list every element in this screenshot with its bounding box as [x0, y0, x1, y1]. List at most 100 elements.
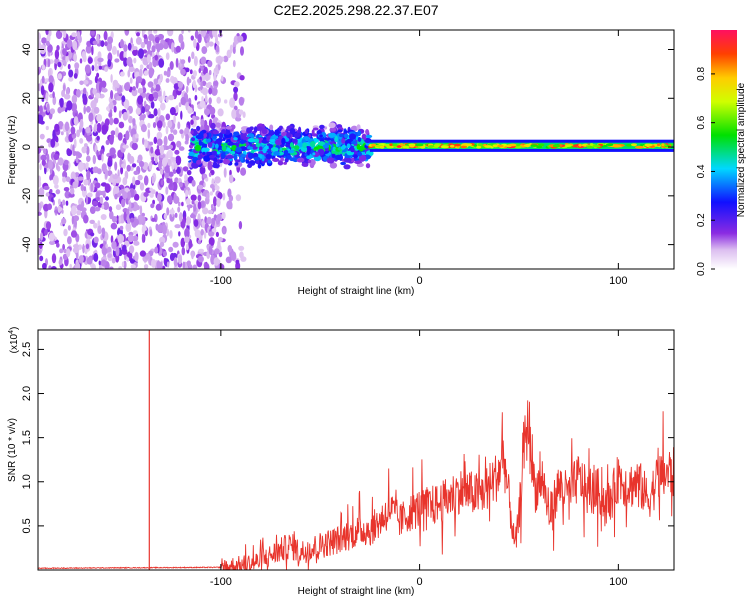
noise-cell [63, 228, 68, 237]
snr-series-line [38, 400, 674, 570]
noise-cell [93, 236, 99, 244]
noise-cell [208, 70, 212, 76]
noise-cell [172, 129, 178, 135]
x-tick-label: 0 [417, 576, 423, 588]
noise-cell [110, 90, 114, 100]
noise-cell [192, 115, 197, 121]
noise-cell [43, 148, 47, 155]
signal-cell [203, 155, 211, 162]
y-tick-label: -20 [21, 188, 33, 204]
noise-cell [193, 56, 198, 67]
noise-cell [83, 186, 87, 192]
signal-cell [287, 149, 295, 154]
noise-cell [165, 113, 171, 121]
noise-cell [118, 266, 123, 269]
carrier-cell [644, 143, 653, 147]
noise-cell [166, 228, 170, 237]
noise-cell [168, 246, 174, 253]
noise-cell [38, 153, 41, 164]
noise-cell [140, 41, 146, 49]
noise-cell [165, 186, 169, 195]
noise-cell [109, 210, 114, 220]
noise-cell [185, 265, 189, 269]
noise-cell [124, 30, 130, 36]
signal-cell [261, 127, 268, 135]
noise-cell [86, 257, 93, 265]
noise-cell [238, 109, 244, 115]
noise-cell [133, 57, 137, 64]
signal-cell [213, 157, 218, 163]
signal-cell [281, 137, 286, 145]
y-tick-label: 20 [21, 92, 33, 104]
noise-cell [189, 69, 193, 75]
noise-cell [105, 196, 109, 201]
noise-cell [63, 93, 71, 100]
noise-cell [121, 198, 126, 208]
noise-cell [115, 204, 122, 211]
noise-cell [123, 44, 128, 52]
noise-cell [107, 160, 113, 167]
noise-cell [121, 261, 125, 268]
signal-cell [195, 134, 204, 140]
noise-cell [154, 84, 161, 92]
carrier-cell [635, 145, 644, 149]
noise-cell [87, 57, 93, 64]
signal-cell [197, 154, 203, 159]
signal-cell [346, 143, 351, 149]
noise-cell [173, 192, 177, 201]
noise-cell [38, 114, 44, 124]
signal-cell [343, 164, 351, 170]
noise-cell [93, 106, 100, 114]
signal-cell [289, 127, 296, 135]
noise-cell [109, 117, 114, 126]
noise-cell [233, 92, 238, 102]
noise-cell [235, 116, 242, 122]
noise-cell [63, 84, 66, 91]
noise-cell [104, 41, 108, 47]
noise-cell [101, 227, 106, 236]
noise-cell [162, 121, 166, 128]
signal-cell [242, 136, 248, 141]
carrier-cell [631, 143, 637, 147]
y-tick-label: -40 [21, 237, 33, 253]
noise-cell [148, 67, 154, 77]
noise-cell [152, 122, 157, 129]
signal-cell [233, 154, 238, 161]
noise-cell [39, 163, 42, 171]
noise-cell [192, 70, 197, 77]
noise-cell [171, 42, 175, 53]
noise-cell [83, 214, 89, 224]
noise-cell [159, 168, 164, 175]
noise-cell [135, 107, 141, 115]
x-tick-label: -100 [210, 275, 232, 287]
noise-cell [52, 175, 59, 186]
noise-cell [208, 245, 213, 255]
noise-cell [157, 78, 161, 86]
noise-cell [174, 224, 181, 229]
noise-cell [154, 246, 159, 254]
noise-cell [143, 175, 149, 186]
signal-cell [212, 130, 219, 135]
signal-cell [188, 151, 195, 157]
noise-cell [120, 166, 124, 175]
spectrogram-x-ticks: -100 0 100 [210, 30, 628, 287]
noise-cell [128, 125, 132, 133]
noise-cell [137, 95, 144, 105]
noise-cell [65, 55, 69, 63]
noise-cell [229, 97, 236, 108]
noise-cell [96, 122, 102, 133]
noise-cell [216, 96, 221, 104]
noise-cell [178, 231, 181, 237]
noise-cell [73, 53, 77, 62]
signal-cell [326, 157, 335, 164]
noise-cell [41, 64, 46, 71]
noise-cell [207, 161, 213, 171]
noise-cell [215, 45, 220, 53]
noise-cell [48, 232, 55, 242]
carrier-cell [409, 144, 415, 148]
noise-cell [238, 245, 245, 251]
noise-cell [216, 55, 223, 65]
noise-cell [238, 221, 243, 230]
noise-cell [192, 79, 196, 89]
signal-cell [269, 124, 274, 131]
